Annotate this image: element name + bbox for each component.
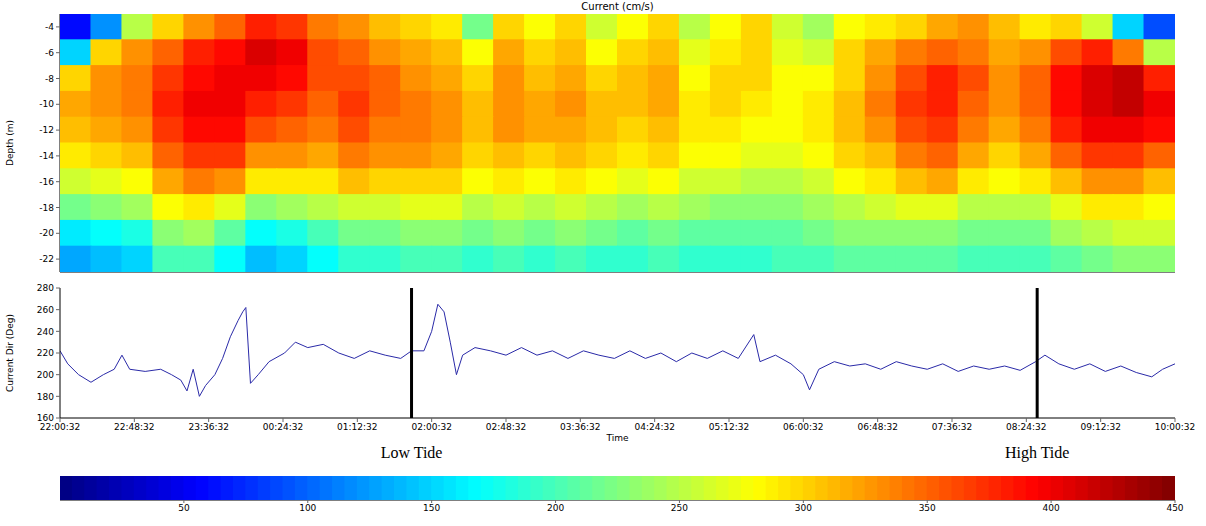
svg-text:150: 150 [423,503,440,513]
svg-text:22:00:32: 22:00:32 [40,422,80,432]
svg-text:Depth (m): Depth (m) [5,120,15,166]
svg-text:240: 240 [37,327,54,337]
svg-text:-12: -12 [39,125,54,135]
svg-text:200: 200 [37,370,54,380]
svg-text:-8: -8 [45,74,54,84]
svg-text:02:48:32: 02:48:32 [486,422,526,432]
svg-text:-10: -10 [39,99,54,109]
svg-text:300: 300 [795,503,812,513]
svg-text:50: 50 [178,503,190,513]
svg-text:07:36:32: 07:36:32 [932,422,972,432]
svg-text:10:00:32: 10:00:32 [1155,422,1195,432]
svg-text:-22: -22 [39,254,54,264]
svg-text:09:12:32: 09:12:32 [1080,422,1120,432]
svg-text:Current Dir (Deg): Current Dir (Deg) [5,314,15,392]
svg-text:160: 160 [37,413,54,423]
svg-text:High Tide: High Tide [1005,444,1069,462]
svg-text:400: 400 [1043,503,1060,513]
svg-text:180: 180 [37,392,54,402]
svg-text:-14: -14 [39,151,54,161]
svg-text:250: 250 [671,503,688,513]
svg-text:Time: Time [605,433,628,443]
svg-text:03:36:32: 03:36:32 [560,422,600,432]
svg-text:23:36:32: 23:36:32 [188,422,228,432]
svg-text:-18: -18 [39,203,54,213]
svg-text:06:00:32: 06:00:32 [783,422,823,432]
svg-text:05:12:32: 05:12:32 [709,422,749,432]
svg-text:-6: -6 [45,48,54,58]
svg-text:-4: -4 [45,22,54,32]
svg-text:01:12:32: 01:12:32 [337,422,377,432]
svg-text:-20: -20 [39,228,54,238]
svg-text:350: 350 [919,503,936,513]
svg-text:04:24:32: 04:24:32 [634,422,674,432]
svg-text:08:24:32: 08:24:32 [1006,422,1046,432]
svg-text:100: 100 [299,503,316,513]
svg-text:450: 450 [1166,503,1183,513]
svg-text:220: 220 [37,348,54,358]
svg-text:200: 200 [547,503,564,513]
svg-text:06:48:32: 06:48:32 [857,422,897,432]
svg-text:22:48:32: 22:48:32 [114,422,154,432]
svg-text:-16: -16 [39,177,54,187]
svg-text:Low Tide: Low Tide [381,444,443,461]
svg-text:02:00:32: 02:00:32 [411,422,451,432]
svg-text:280: 280 [37,283,54,293]
svg-text:00:24:32: 00:24:32 [263,422,303,432]
svg-text:260: 260 [37,305,54,315]
html-text:Current (cm/s): Current (cm/s) [581,1,654,12]
